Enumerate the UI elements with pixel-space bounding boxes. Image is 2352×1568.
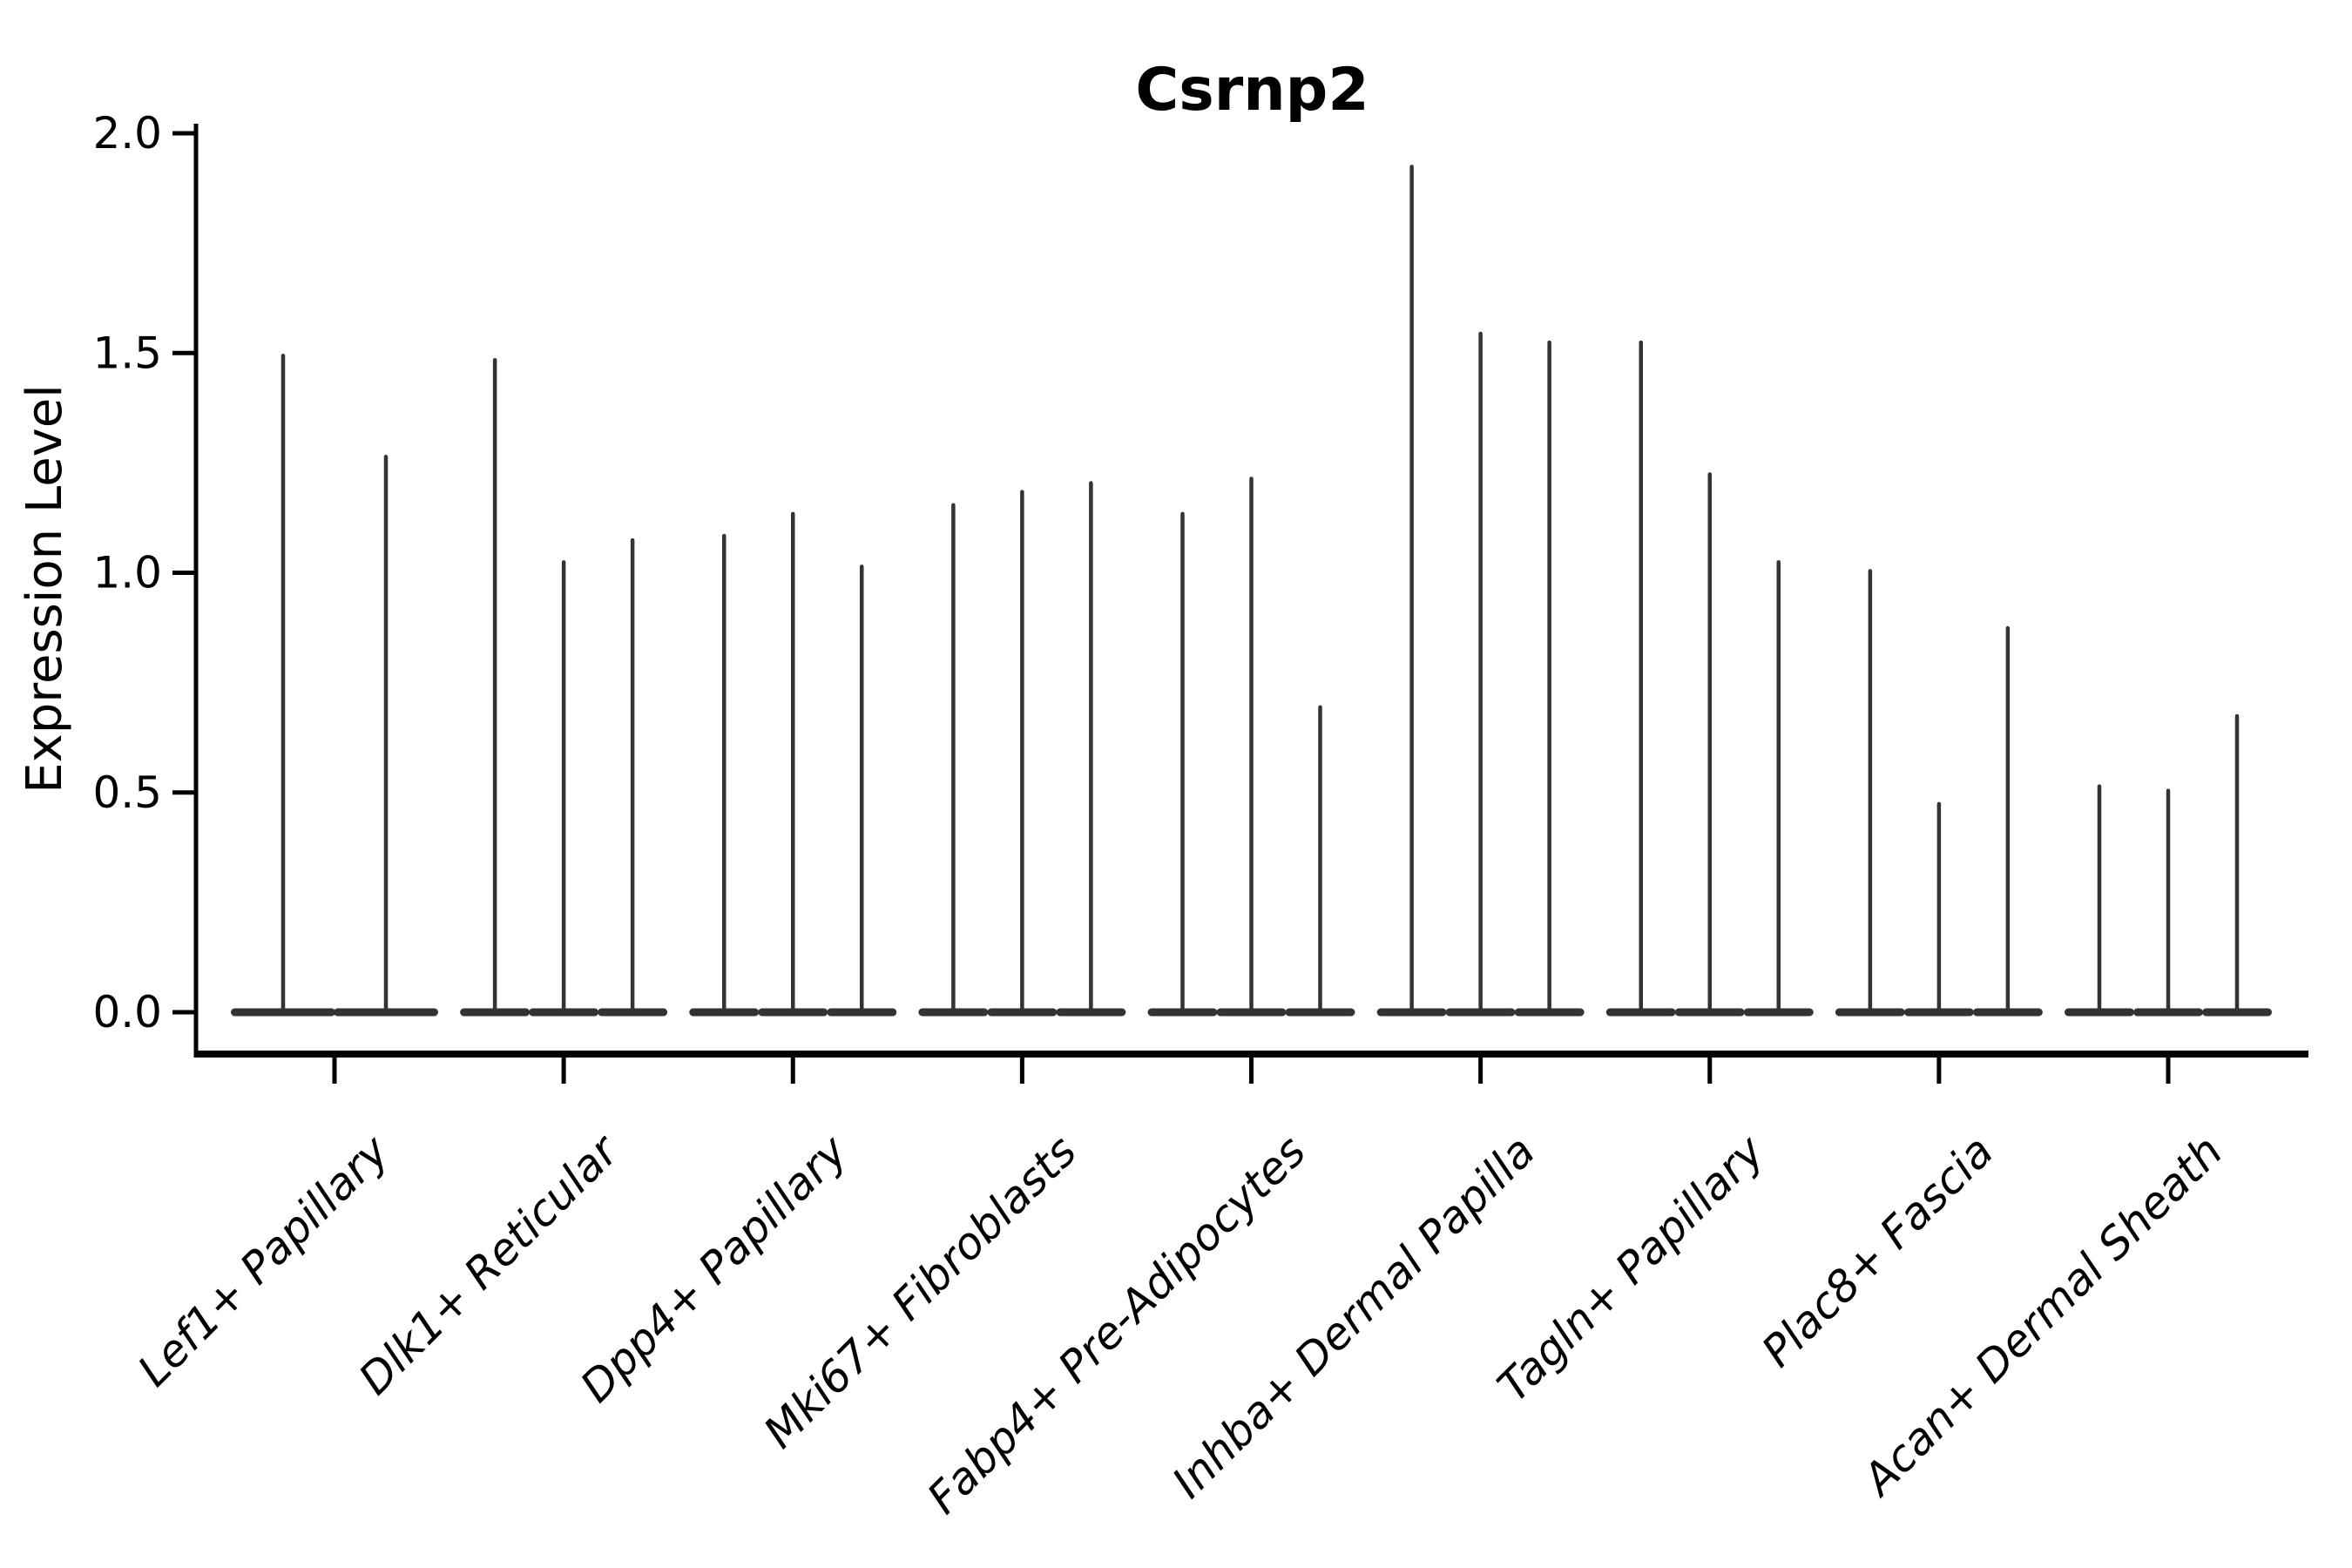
x-category-label: Plac8+ Fascia: [1752, 1125, 2003, 1376]
x-category-label: Acan+ Dermal Sheath: [1852, 1125, 2233, 1506]
y-tick-label: 1.5: [92, 328, 162, 378]
y-tick-label: 0.0: [92, 987, 162, 1037]
chart-title: Csrnp2: [1135, 56, 1369, 125]
y-tick-label: 1.0: [92, 548, 162, 598]
x-category-label: Fabp4+ Pre-Adipocytes: [917, 1125, 1315, 1524]
x-category-label: Lef1+ Papillary: [128, 1125, 399, 1396]
y-tick-label: 0.5: [92, 767, 162, 818]
x-category-label: Inhba+ Dermal Papilla: [1163, 1125, 1544, 1507]
y-tick-label: 2.0: [92, 108, 162, 159]
